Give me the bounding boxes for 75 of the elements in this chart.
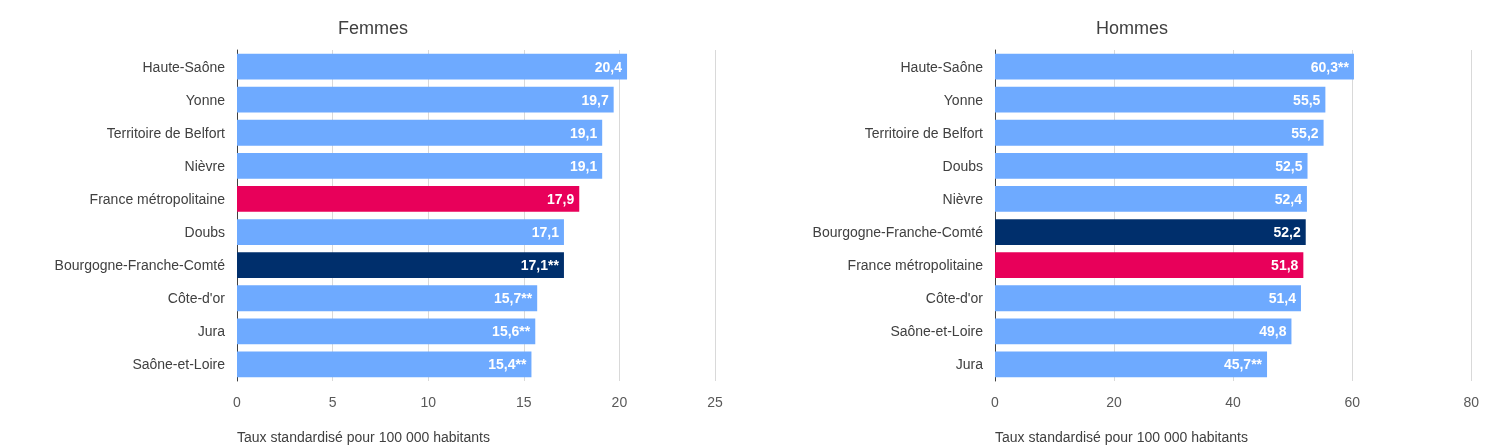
y-tick-label: Haute-Saône bbox=[900, 58, 984, 75]
y-tick-label: Territoire de Belfort bbox=[106, 124, 226, 141]
data-label: 55,5 bbox=[1293, 91, 1321, 108]
bar bbox=[995, 152, 1308, 179]
y-tick-label: Bourgogne-Franche-Comté bbox=[54, 257, 226, 274]
x-axis-title: Taux standardisé pour 100 000 habitants bbox=[995, 429, 1248, 445]
y-tick-label: France métropolitaine bbox=[847, 257, 984, 274]
data-label: 15,4** bbox=[488, 356, 527, 373]
bar bbox=[237, 186, 580, 212]
y-tick-label: Bourgogne-Franche-Comté bbox=[812, 224, 984, 241]
x-axis-title: Taux standardisé pour 100 000 habitants bbox=[237, 429, 490, 445]
data-label: 60,3** bbox=[1310, 58, 1350, 75]
bar bbox=[237, 86, 614, 113]
data-label: 55,2 bbox=[1291, 124, 1319, 141]
bar bbox=[237, 53, 628, 80]
bar bbox=[995, 119, 1324, 146]
y-tick-label: Jura bbox=[197, 323, 226, 340]
x-tick-label: 80 bbox=[1463, 394, 1480, 410]
y-tick-label: Doubs bbox=[942, 157, 983, 174]
y-tick-label: Nièvre bbox=[942, 190, 984, 207]
data-label: 52,2 bbox=[1273, 224, 1301, 241]
y-tick-label: Côte-d'or bbox=[925, 290, 984, 307]
bar bbox=[237, 219, 564, 245]
y-tick-label: Nièvre bbox=[184, 157, 226, 174]
y-tick-label: Haute-Saône bbox=[142, 58, 226, 75]
chart-title: Hommes bbox=[1096, 18, 1169, 38]
x-tick-label: 0 bbox=[991, 394, 1000, 410]
data-label: 52,4 bbox=[1274, 190, 1303, 207]
x-tick-label: 40 bbox=[1225, 394, 1242, 410]
bar bbox=[237, 252, 564, 279]
data-label: 51,8 bbox=[1271, 257, 1299, 274]
bar bbox=[237, 152, 603, 179]
y-tick-label: Yonne bbox=[943, 91, 984, 108]
y-tick-label: Saône-et-Loire bbox=[890, 323, 984, 340]
bar bbox=[237, 119, 603, 146]
bar bbox=[237, 351, 532, 378]
bar bbox=[237, 318, 536, 345]
y-tick-label: Doubs bbox=[184, 224, 225, 241]
x-tick-label: 5 bbox=[328, 394, 337, 410]
y-tick-label: Yonne bbox=[185, 91, 226, 108]
data-label: 52,5 bbox=[1275, 157, 1303, 174]
y-tick-label: Saône-et-Loire bbox=[132, 356, 226, 373]
data-label: 17,9 bbox=[547, 190, 575, 207]
bar bbox=[995, 252, 1304, 279]
x-tick-label: 25 bbox=[707, 394, 723, 410]
bar bbox=[237, 285, 538, 312]
data-label: 15,7** bbox=[494, 290, 533, 307]
x-tick-label: 60 bbox=[1344, 394, 1361, 410]
y-tick-label: Territoire de Belfort bbox=[864, 124, 984, 141]
x-tick-label: 20 bbox=[1106, 394, 1123, 410]
bar bbox=[995, 186, 1307, 212]
y-tick-label: Côte-d'or bbox=[167, 290, 226, 307]
data-label: 19,7 bbox=[581, 91, 609, 108]
data-label: 51,4 bbox=[1268, 290, 1297, 307]
data-label: 45,7** bbox=[1223, 356, 1263, 373]
data-label: 17,1 bbox=[531, 224, 560, 241]
bar bbox=[995, 53, 1354, 80]
x-tick-label: 0 bbox=[233, 394, 242, 410]
y-tick-label: Jura bbox=[955, 356, 984, 373]
bar bbox=[995, 219, 1306, 245]
x-tick-label: 15 bbox=[516, 394, 532, 410]
data-label: 49,8 bbox=[1259, 323, 1287, 340]
data-label: 20,4 bbox=[594, 58, 623, 75]
bar bbox=[995, 285, 1301, 312]
data-label: 15,6** bbox=[492, 323, 531, 340]
data-label: 19,1 bbox=[569, 124, 598, 141]
x-tick-label: 10 bbox=[420, 394, 437, 410]
chart-title: Femmes bbox=[338, 18, 409, 38]
data-label: 17,1** bbox=[520, 257, 560, 274]
data-label: 19,1 bbox=[569, 157, 598, 174]
bar bbox=[995, 351, 1268, 378]
bar bbox=[995, 86, 1326, 113]
y-tick-label: France métropolitaine bbox=[89, 190, 226, 207]
bar bbox=[995, 318, 1292, 345]
x-tick-label: 20 bbox=[611, 394, 628, 410]
